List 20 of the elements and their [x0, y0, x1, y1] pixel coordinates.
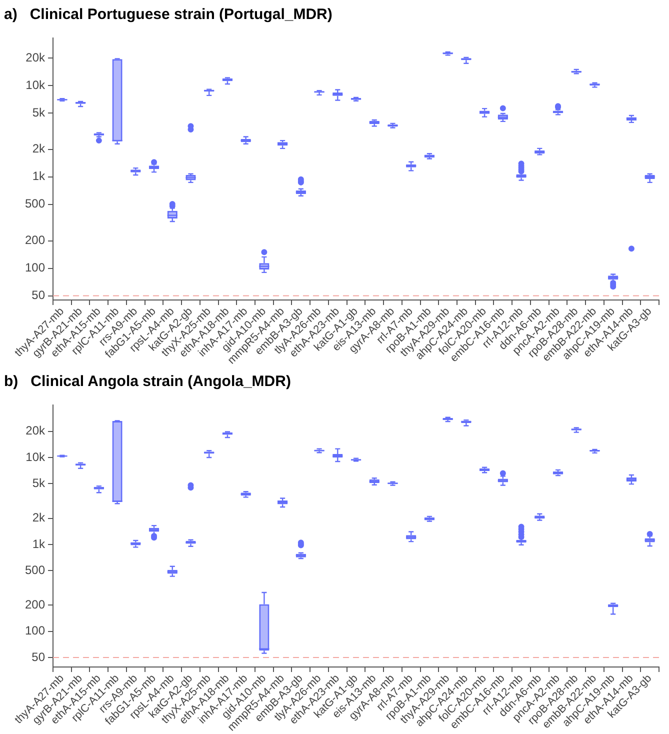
- y-tick-label: 1k: [32, 169, 46, 184]
- chart-title: b) Clinical Angola strain (Angola_MDR): [3, 372, 292, 392]
- y-tick-label: 200: [24, 598, 46, 612]
- y-tick-label: 50: [32, 288, 46, 302]
- y-tick-label: 2k: [32, 510, 46, 525]
- y-tick-label: 5k: [32, 476, 46, 490]
- y-tick-label: 100: [24, 260, 46, 275]
- y-tick-label: 50: [32, 650, 46, 664]
- y-tick-label: 500: [24, 562, 46, 577]
- y-tick-label: 500: [24, 196, 46, 211]
- y-tick-label: 1k: [32, 536, 46, 551]
- chart-title: a) Clinical Portuguese strain (Portugal_MDR): [3, 5, 334, 25]
- y-tick-label: 100: [24, 624, 46, 638]
- y-tick-label: 2k: [32, 142, 46, 156]
- y-tick-label: 10k: [26, 78, 46, 92]
- y-tick-label: 200: [24, 233, 46, 248]
- y-tick-label: 5k: [32, 105, 46, 120]
- y-tick-label: 20k: [26, 50, 46, 64]
- y-tick-label: 10k: [26, 450, 46, 464]
- y-tick-label: 20k: [26, 424, 46, 438]
